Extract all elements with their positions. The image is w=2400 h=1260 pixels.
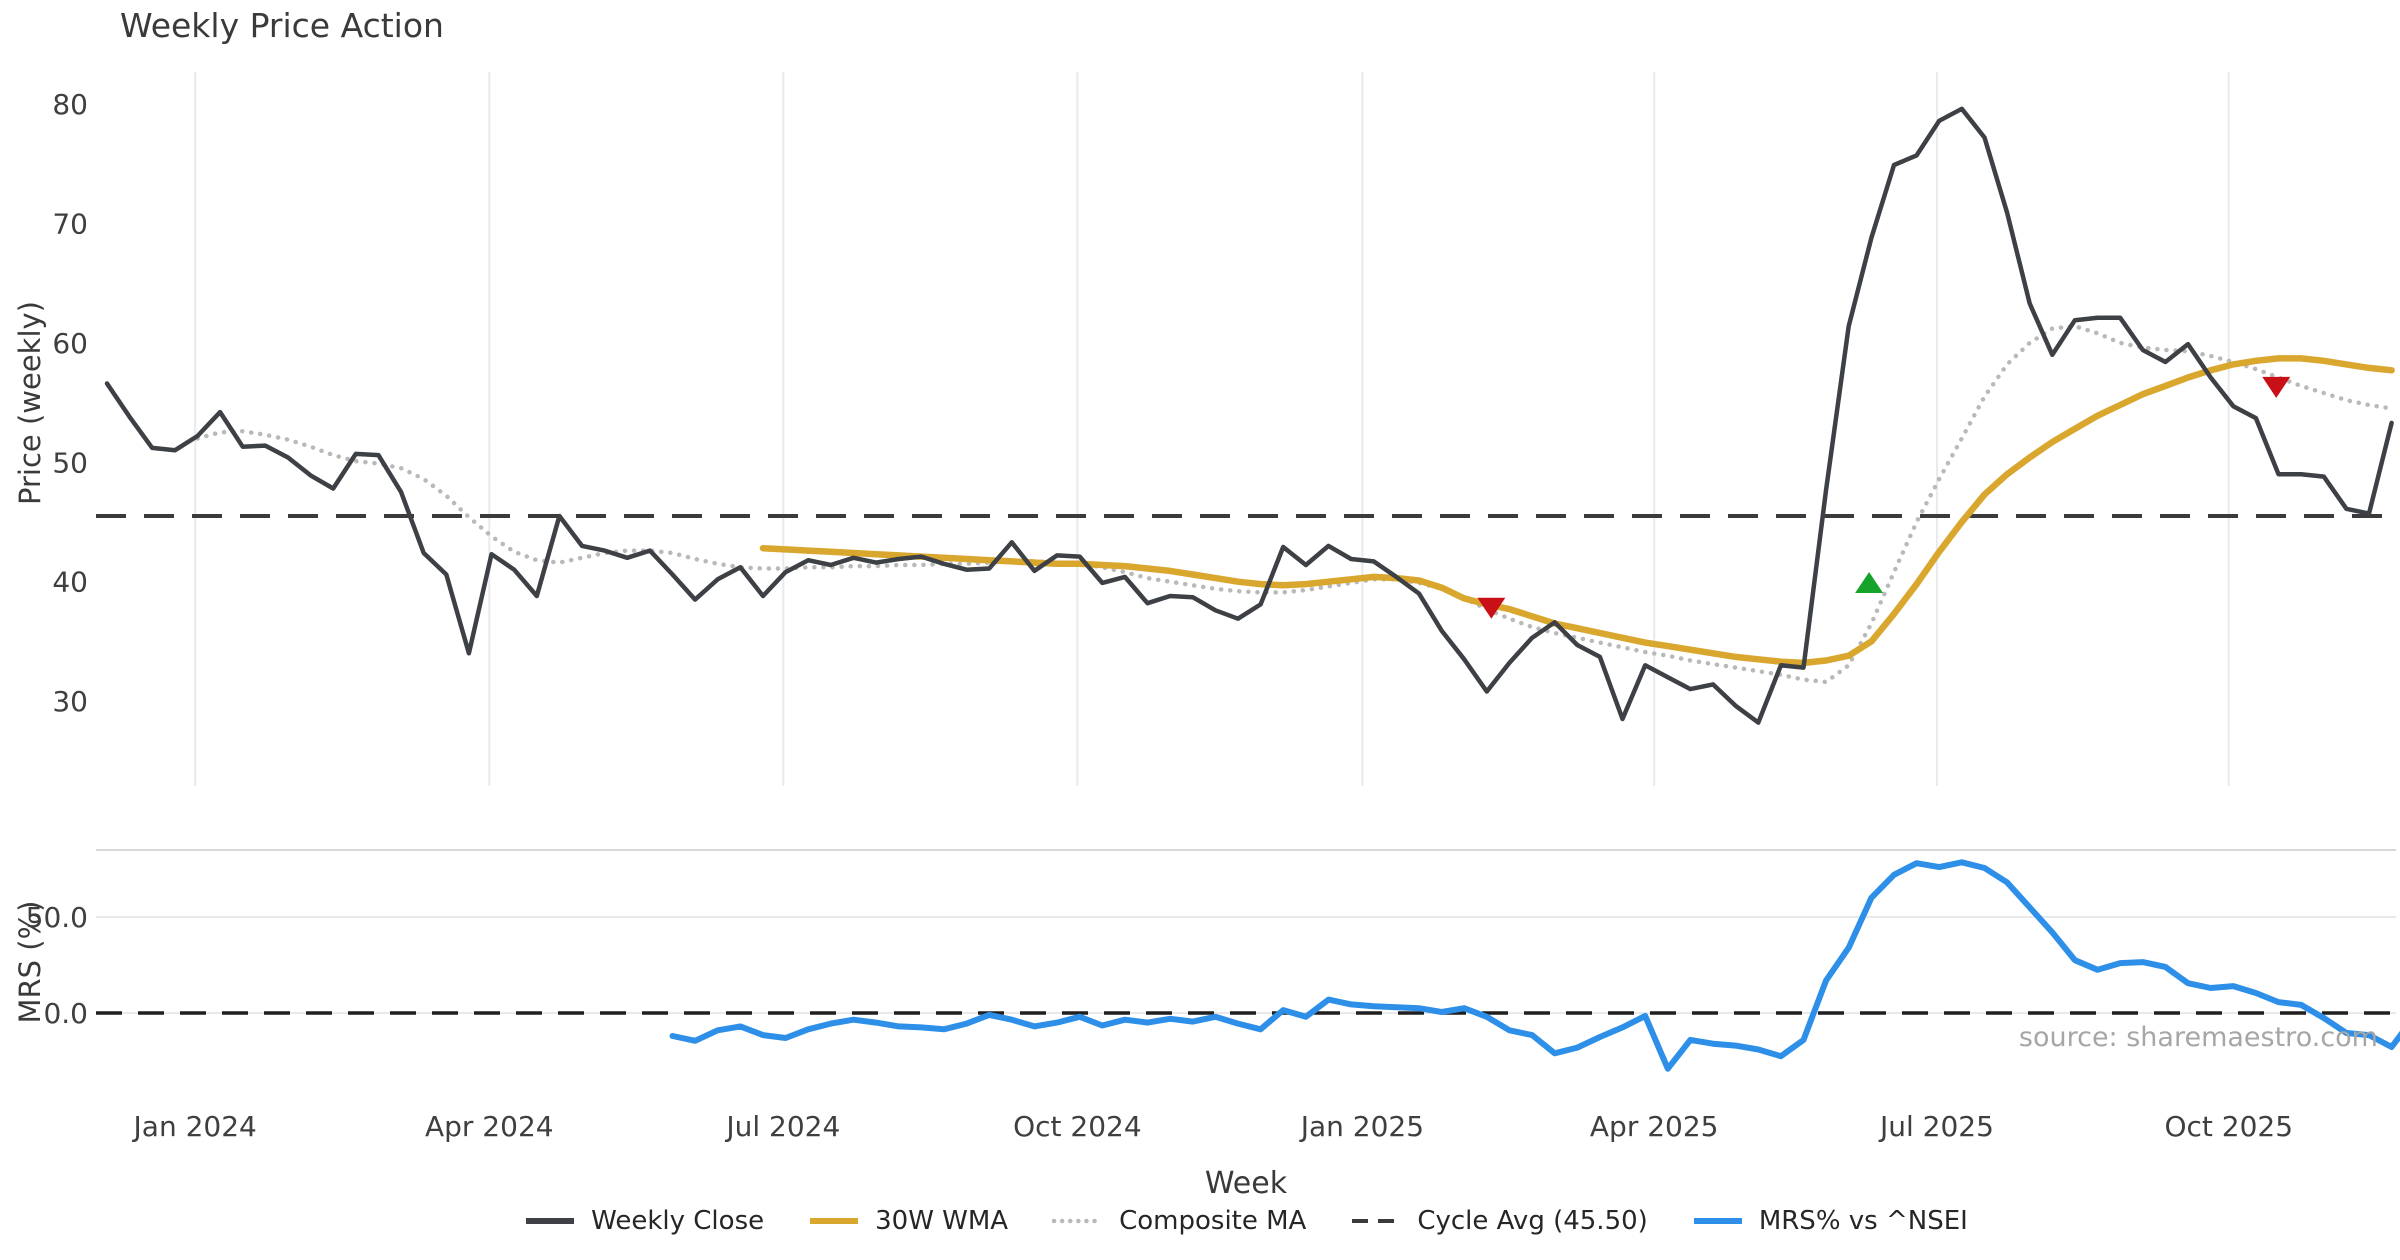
legend: Weekly Close 30W WMA Composite MA Cycle Avg… (96, 1206, 2396, 1236)
legend-label: Composite MA (1119, 1206, 1307, 1236)
legend-item-weekly-close: Weekly Close (524, 1206, 764, 1236)
legend-label: Weekly Close (591, 1206, 765, 1236)
price-ytick-label: 80 (52, 88, 88, 121)
sell-marker-icon (1477, 597, 1506, 619)
x-tick-label: Oct 2025 (2164, 1110, 2293, 1143)
mrs-ytick-label: 0.0 (43, 997, 88, 1030)
x-tick-label: Jan 2025 (1299, 1110, 1424, 1143)
chart-title: Weekly Price Action (120, 6, 444, 45)
x-tick-label: Jul 2025 (1878, 1110, 1994, 1143)
mrs-ytick-label: 50.0 (26, 901, 88, 934)
legend-swatch-icon (1693, 1218, 1742, 1224)
source-credit: source: sharemaestro.com (2018, 1022, 2378, 1053)
wma-line (759, 355, 2395, 667)
legend-item-composite-ma: Composite MA (1052, 1206, 1306, 1236)
x-tick-label: Apr 2025 (1590, 1110, 1719, 1143)
legend-label: Cycle Avg (45.50) (1417, 1206, 1648, 1236)
legend-item-mrs-vs-nsei: MRS% vs ^NSEI (1692, 1206, 1968, 1236)
x-tick-label: Jul 2024 (724, 1110, 840, 1143)
legend-swatch-icon (1352, 1219, 1401, 1223)
legend-item-30w-wma: 30W WMA (808, 1206, 1008, 1236)
composite-ma-line (195, 323, 2394, 685)
price-ytick-label: 70 (52, 207, 88, 240)
price-ytick-label: 40 (52, 566, 88, 599)
price-ytick-label: 30 (52, 685, 88, 718)
legend-label: 30W WMA (875, 1206, 1009, 1236)
x-tick-label: Apr 2024 (425, 1110, 554, 1143)
legend-swatch-icon (810, 1218, 859, 1224)
legend-swatch-icon (1052, 1218, 1105, 1224)
weekly-close-line (104, 106, 2394, 725)
price-ytick-label: 50 (52, 446, 88, 479)
price-ytick-label: 60 (52, 327, 88, 360)
legend-swatch-icon (526, 1218, 575, 1224)
legend-label: MRS% vs ^NSEI (1758, 1206, 1968, 1236)
legend-item-cycle-avg-45-50: Cycle Avg (45.50) (1350, 1206, 1648, 1236)
mrs-line (669, 859, 2400, 1072)
sell-marker-icon (2262, 376, 2291, 398)
x-axis-label: Week (1204, 1166, 1288, 1201)
buy-marker-icon (1855, 572, 1884, 594)
x-tick-label: Jan 2024 (132, 1110, 257, 1143)
x-tick-label: Oct 2024 (1013, 1110, 1142, 1143)
